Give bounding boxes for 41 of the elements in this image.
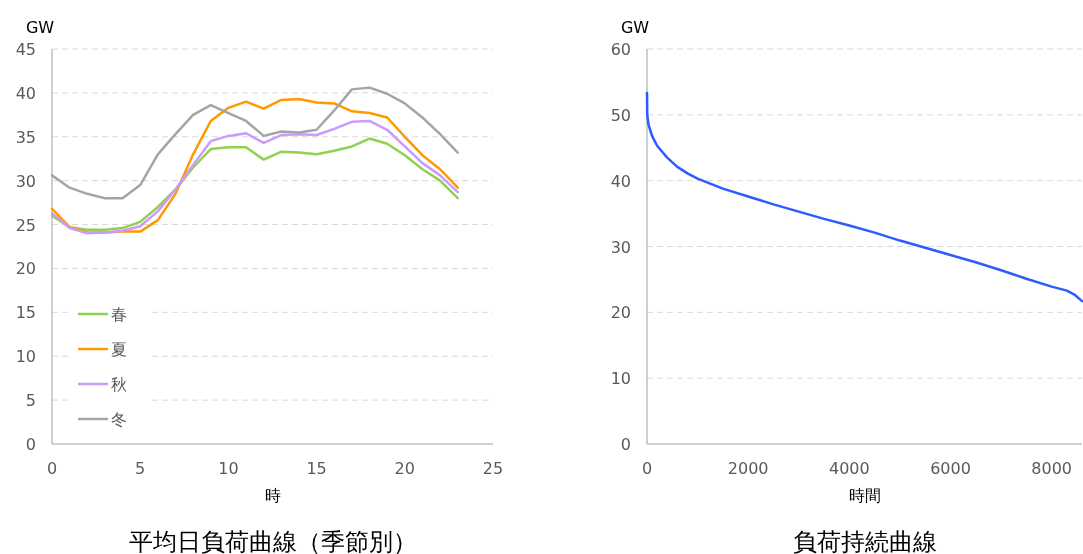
line-series (645, 91, 1083, 303)
y-tick-label: 15 (15, 303, 36, 323)
y-tick-label: 30 (610, 237, 631, 257)
y-tick-label: 60 (610, 40, 631, 59)
y-tick-label: 5 (25, 391, 36, 411)
x-axis-title: 時 (264, 486, 281, 505)
y-tick-label: 30 (15, 171, 36, 191)
x-tick-label: 8000 (1031, 459, 1073, 478)
y-axis-title: GW (620, 18, 650, 37)
line-series (50, 86, 459, 200)
x-tick-label: 25 (482, 459, 504, 478)
y-tick-label: 45 (15, 40, 36, 59)
x-tick-label: 4000 (828, 459, 870, 478)
y-tick-label: 0 (25, 435, 36, 454)
line-series (50, 119, 459, 235)
x-tick-label: 0 (46, 459, 58, 478)
legend-label: 夏 (111, 340, 127, 359)
y-axis-title: GW (25, 18, 55, 37)
text: 平均日負荷曲線（季節別） (128, 528, 417, 554)
x-tick-label: 10 (218, 459, 239, 478)
y-tick-label: 20 (610, 303, 631, 323)
y-tick-label: 20 (15, 259, 36, 279)
legend-label: 春 (111, 305, 127, 324)
y-tick-label: 40 (610, 171, 631, 191)
legend-label: 冬 (111, 410, 127, 429)
y-tick-label: 0 (620, 435, 631, 454)
y-tick-label: 10 (15, 347, 36, 367)
y-tick-label: 50 (610, 105, 631, 125)
x-tick-label: 0 (641, 459, 653, 478)
text: 負荷持続曲線 (792, 528, 937, 554)
x-tick-label: 2000 (727, 459, 769, 478)
x-axis-title: 時間 (848, 486, 881, 505)
x-tick-label: 15 (306, 459, 327, 478)
x-tick-label: 6000 (930, 459, 971, 478)
y-tick-label: 35 (15, 127, 36, 147)
y-tick-label: 10 (610, 369, 631, 389)
y-tick-label: 40 (15, 83, 36, 103)
legend-label: 秋 (111, 375, 127, 394)
y-tick-label: 25 (15, 215, 36, 235)
x-tick-label: 5 (135, 459, 146, 478)
x-tick-label: 20 (394, 459, 415, 478)
